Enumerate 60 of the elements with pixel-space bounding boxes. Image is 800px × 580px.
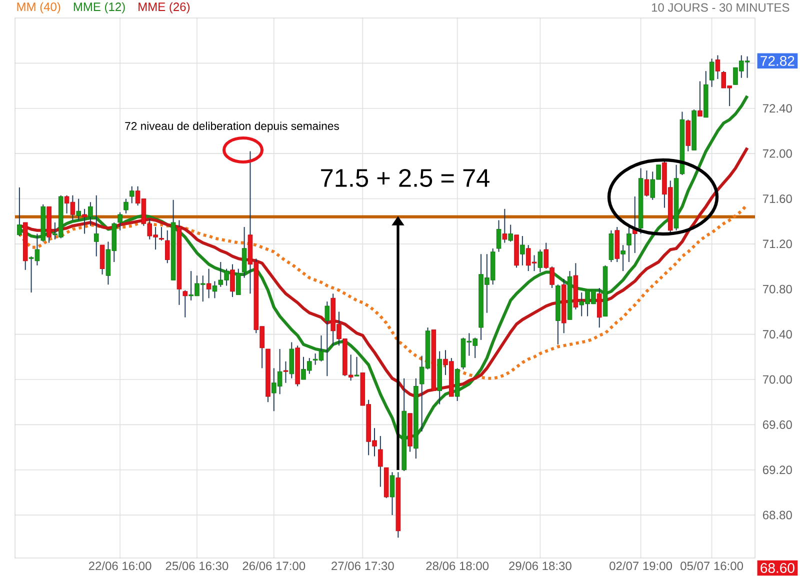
annotation: 72.82 bbox=[760, 56, 794, 66]
y-tick-label: 70.40 bbox=[762, 330, 792, 339]
candlestick bbox=[324, 301, 330, 377]
x-tick-label: 27/06 17:30 bbox=[332, 561, 394, 570]
candlestick bbox=[242, 226, 247, 278]
x-tick-label: 25/06 16:30 bbox=[166, 561, 228, 570]
candlestick bbox=[596, 287, 602, 328]
x-tick-label: 26/06 17:00 bbox=[242, 561, 306, 570]
y-tick-label: 71.60 bbox=[762, 194, 792, 203]
candlestick bbox=[709, 58, 714, 88]
annotation: 71.5 + 2.5 = 74 bbox=[321, 169, 490, 187]
y-tick-label: 69.60 bbox=[762, 420, 792, 429]
candlestick bbox=[124, 198, 128, 214]
candlestick bbox=[182, 290, 188, 318]
candlestick bbox=[94, 194, 99, 257]
candlestick bbox=[230, 264, 235, 298]
chart-subtitle: 10 JOURS - 30 MINUTES bbox=[652, 3, 790, 12]
text: MM (40) bbox=[17, 2, 60, 14]
candlestick bbox=[390, 472, 395, 516]
candlestick bbox=[354, 356, 360, 377]
candlestick bbox=[620, 244, 626, 272]
candlestick bbox=[538, 249, 543, 273]
candlestick bbox=[496, 220, 502, 252]
x-tick-label: 02/07 19:00 bbox=[610, 561, 672, 570]
candlestick bbox=[626, 225, 632, 263]
candlestick bbox=[159, 226, 164, 242]
annotation: 72 niveau de deliberation depuis semaines bbox=[125, 122, 339, 132]
candlestick bbox=[283, 360, 288, 384]
y-tick-label: 70.00 bbox=[762, 375, 792, 384]
x-tick-label: 22/06 16:00 bbox=[88, 561, 152, 570]
candlestick bbox=[100, 244, 105, 275]
y-tick-label: 72.00 bbox=[762, 149, 792, 158]
x-tick-label: 05/07 16:00 bbox=[680, 561, 744, 570]
text: MME (26) bbox=[138, 2, 190, 14]
text: MME (12) bbox=[74, 2, 125, 14]
y-tick-label: 70.80 bbox=[762, 284, 792, 294]
x-tick-label: 28/06 18:00 bbox=[426, 561, 489, 570]
candlestick bbox=[644, 170, 650, 197]
candlestick bbox=[378, 435, 383, 488]
candlestick bbox=[17, 186, 22, 237]
candlestick bbox=[129, 186, 134, 204]
candlestick bbox=[82, 208, 87, 234]
candlestick bbox=[715, 54, 720, 80]
candlestick bbox=[88, 202, 93, 226]
candlestick bbox=[508, 224, 514, 242]
y-tick-label: 68.80 bbox=[762, 510, 792, 520]
y-tick-label: 69.20 bbox=[762, 466, 792, 474]
y-tick-label: 72.40 bbox=[762, 104, 792, 113]
candlestick bbox=[76, 198, 82, 221]
y-tick-label: 71.20 bbox=[762, 240, 792, 248]
x-tick-label: 29/06 18:30 bbox=[509, 561, 572, 570]
candlestick bbox=[236, 268, 241, 296]
candlestick bbox=[206, 268, 212, 299]
candlestick bbox=[520, 236, 525, 266]
candlestick bbox=[164, 230, 170, 264]
candlestick bbox=[698, 80, 702, 117]
candlestick bbox=[212, 280, 218, 299]
text: 68.60 bbox=[760, 563, 794, 573]
candlestick bbox=[502, 208, 508, 244]
candlestick bbox=[118, 212, 122, 231]
